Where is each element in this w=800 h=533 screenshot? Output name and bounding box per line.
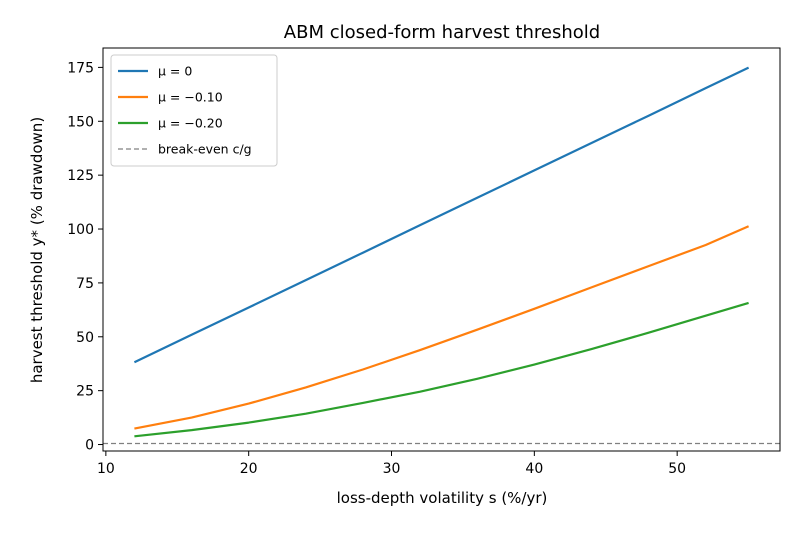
- y-tick-label-5: 125: [67, 168, 94, 184]
- series-line-0: [133, 66, 750, 364]
- chart-title: ABM closed-form harvest threshold: [284, 22, 600, 43]
- y-tick-label-0: 0: [85, 438, 94, 454]
- legend-label-0: μ = 0: [158, 64, 192, 79]
- y-axis-label: harvest threshold y* (% drawdown): [28, 117, 46, 383]
- legend-label-1: μ = −0.10: [158, 90, 223, 105]
- series-line-1: [134, 225, 750, 430]
- x-tick-label-4: 50: [668, 461, 686, 477]
- x-tick-label-0: 10: [97, 461, 115, 477]
- y-tick-label-2: 50: [76, 330, 94, 346]
- y-tick-label-3: 75: [76, 276, 94, 292]
- x-tick-label-1: 20: [240, 461, 258, 477]
- x-tick-label-3: 40: [525, 461, 543, 477]
- y-tick-label-4: 100: [67, 222, 94, 238]
- x-axis: 10 20 30 40 50: [97, 451, 686, 477]
- y-tick-label-6: 150: [67, 114, 94, 130]
- legend-label-2: μ = −0.20: [158, 116, 223, 131]
- legend: μ = 0 μ = −0.10 μ = −0.20 break-even c/g: [110, 54, 278, 167]
- legend-box: [110, 54, 278, 167]
- x-axis-label: loss-depth volatility s (%/yr): [337, 489, 548, 507]
- y-tick-label-7: 175: [67, 60, 94, 76]
- plot-area: [103, 66, 780, 445]
- x-tick-label-2: 30: [383, 461, 401, 477]
- series-line-2: [134, 301, 749, 438]
- plot-frame: [102, 47, 781, 452]
- y-tick-label-1: 25: [76, 384, 94, 400]
- legend-label-3: break-even c/g: [158, 142, 252, 157]
- y-axis: 0 25 50 75 100 125 150 175: [67, 60, 103, 454]
